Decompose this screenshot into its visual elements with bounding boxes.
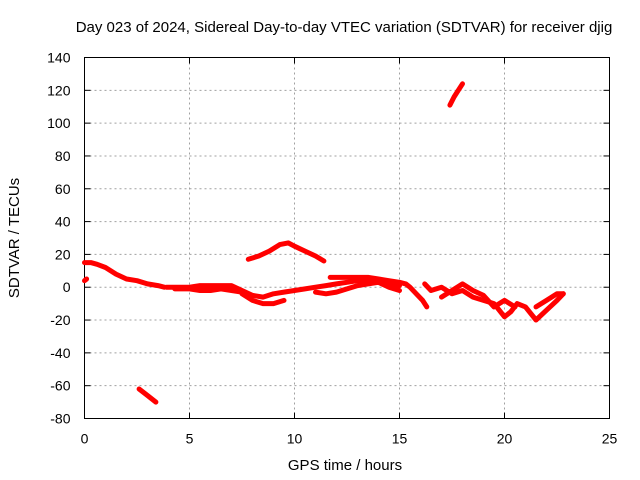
- y-tick-label: 40: [55, 214, 71, 230]
- y-tick-label: -60: [50, 378, 70, 394]
- x-tick-label: 5: [186, 431, 194, 447]
- y-tick-label: -80: [50, 411, 70, 427]
- y-tick-label: 20: [55, 246, 71, 262]
- x-tick-label: 20: [497, 431, 513, 447]
- grid: [84, 57, 610, 419]
- x-tick-labels: 0 5 10 15 20 25: [81, 431, 618, 447]
- series-seg-k: [245, 240, 327, 264]
- x-tick-label: 10: [287, 431, 303, 447]
- y-axis-label: SDTVAR / TECUs: [6, 178, 23, 298]
- x-tick-label: 0: [81, 431, 89, 447]
- y-tick-label: 120: [47, 82, 71, 98]
- series-seg-j: [533, 291, 566, 310]
- y-tick-label: 0: [63, 279, 71, 295]
- series-seg-i: [439, 281, 518, 310]
- series-seg-f: [313, 279, 402, 297]
- series-seg-b: [82, 260, 167, 290]
- series-seg-c: [163, 278, 402, 300]
- series-seg-e: [239, 291, 287, 307]
- y-tick-label: 80: [55, 148, 71, 164]
- x-tick-label: 15: [392, 431, 408, 447]
- series-seg-m: [447, 81, 465, 108]
- axis-ticks: [84, 57, 610, 419]
- y-tick-label: 60: [55, 181, 71, 197]
- y-tick-label: 140: [47, 50, 71, 66]
- series-seg-l: [136, 386, 159, 405]
- chart-title: Day 023 of 2024, Sidereal Day-to-day VTE…: [76, 19, 613, 36]
- series-seg-a: [82, 276, 90, 284]
- y-tick-label: -40: [50, 345, 70, 361]
- y-tick-labels: -80 -60 -40 -20 0 20 40 60 80 100 120 140: [47, 50, 71, 427]
- plot-frame: [84, 57, 610, 419]
- y-tick-label: -20: [50, 312, 70, 328]
- series-seg-h: [422, 281, 566, 323]
- y-tick-label: 100: [47, 115, 71, 131]
- x-tick-label: 25: [602, 431, 618, 447]
- series-seg-d: [172, 286, 245, 295]
- x-axis-label: GPS time / hours: [288, 457, 402, 474]
- series-group: [82, 81, 566, 405]
- series-seg-g: [327, 274, 430, 310]
